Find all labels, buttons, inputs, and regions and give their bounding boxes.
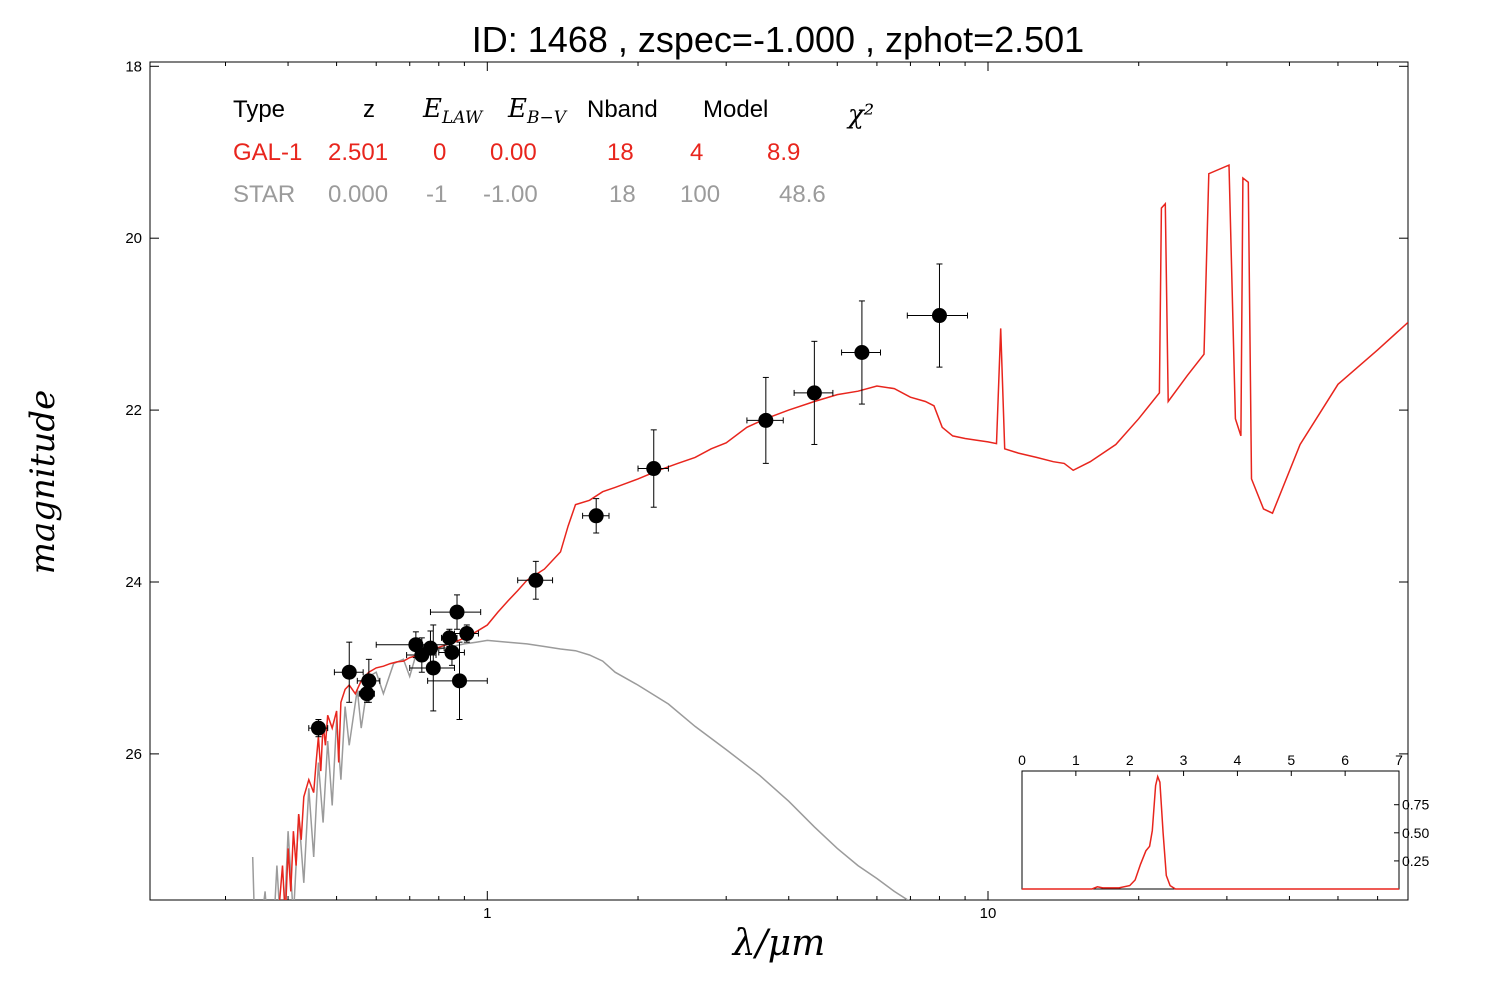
galaxy-model-series	[278, 163, 1408, 900]
table-cell: 100	[680, 181, 720, 208]
table-cell: 48.6	[779, 181, 826, 208]
inset-frame	[1021, 770, 1400, 890]
table-header-cell: ELAW	[422, 94, 484, 128]
observed-point	[454, 624, 479, 643]
observed-point	[438, 639, 465, 666]
y-tick-label: 18	[125, 58, 142, 75]
observed-point	[356, 658, 381, 703]
inset-x-tick-label: 5	[1287, 752, 1295, 768]
observed-marker	[341, 664, 357, 680]
table-cell: GAL-1	[233, 139, 302, 166]
y-axis-label: magnitude	[23, 390, 63, 575]
observed-point	[308, 719, 329, 738]
table-header-cell: χ²	[846, 100, 874, 130]
observed-point	[427, 641, 488, 721]
x-tick-label: 1	[483, 905, 491, 922]
inset-x-tick-label: 3	[1180, 752, 1188, 768]
observed-marker	[588, 508, 604, 524]
observed-marker	[806, 385, 822, 401]
observed-point	[637, 429, 669, 508]
x-ticks: 1 10	[224, 62, 1379, 922]
table-cell: 8.9	[767, 139, 800, 166]
x-axis-label: λ/μm	[731, 923, 825, 964]
observed-point	[841, 300, 882, 405]
observed-marker	[758, 412, 774, 428]
table-cell: 0.000	[328, 181, 388, 208]
inset-y-tick-label: 0.75	[1402, 797, 1429, 813]
observed-marker	[444, 644, 460, 660]
star-model-line	[251, 639, 910, 900]
table-cell: 0	[433, 139, 446, 166]
table-header-cell: z	[363, 96, 375, 123]
inset-x-tick-label: 6	[1341, 752, 1349, 768]
y-tick-label: 20	[125, 230, 142, 247]
observed-marker	[441, 630, 457, 646]
galaxy-model-line	[278, 163, 1408, 900]
observed-marker	[422, 640, 438, 656]
observed-marker	[425, 660, 441, 676]
info-table: Type z ELAW EB−V Nband Model χ² GAL-1 2.501 0 0.00…	[233, 94, 874, 208]
table-cell: 4	[690, 139, 703, 166]
chart-title: ID: 1468 , zspec=-1.000 , zphot=2.501	[472, 19, 1084, 60]
table-cell: 2.501	[328, 139, 388, 166]
observed-point	[358, 684, 375, 703]
inset-y-tick-label: 0.50	[1402, 825, 1429, 841]
inset-x-tick-label: 7	[1395, 752, 1403, 768]
observed-marker	[359, 686, 375, 702]
observed-point	[429, 594, 482, 630]
table-cell: 18	[609, 181, 636, 208]
inset-x-tick-label: 0	[1018, 752, 1026, 768]
inset-pdz-series	[1022, 774, 1399, 890]
table-cell: 18	[607, 139, 634, 166]
y-ticks: 18 20 22 24 26	[125, 58, 1408, 763]
observed-point	[333, 641, 364, 703]
observed-marker	[310, 720, 326, 736]
y-tick-label: 22	[125, 402, 142, 419]
inset-ticks: 0 1 2 3 4 5 6 7 0.25 0.50 0.75	[1018, 752, 1429, 869]
table-header-cell: Type	[233, 96, 285, 123]
table-cell: -1	[426, 181, 447, 208]
inset-pdz-line	[1022, 774, 1399, 890]
observed-marker	[931, 308, 947, 324]
observed-point	[746, 376, 784, 464]
x-tick-label: 10	[980, 905, 997, 922]
star-model-series	[251, 639, 910, 900]
observed-point	[906, 263, 968, 368]
observed-marker	[646, 461, 662, 477]
table-cell: STAR	[233, 181, 295, 208]
inset-x-tick-label: 4	[1234, 752, 1242, 768]
observed-point	[582, 498, 610, 534]
observed-marker	[528, 572, 544, 588]
inset-pdz-plot: 0 1 2 3 4 5 6 7 0.25 0.50 0.75	[1018, 752, 1429, 890]
observed-point	[517, 560, 554, 600]
observed-point	[440, 628, 458, 647]
observed-point	[793, 340, 834, 445]
table-row: STAR 0.000 -1 -1.00 18 100 48.6	[233, 181, 826, 208]
table-cell: 0.00	[490, 139, 537, 166]
observed-marker	[854, 345, 870, 361]
inset-y-tick-label: 0.25	[1402, 853, 1429, 869]
inset-x-tick-label: 2	[1126, 752, 1134, 768]
observed-series	[308, 263, 968, 738]
observed-marker	[459, 626, 475, 642]
table-row: GAL-1 2.501 0 0.00 18 4 8.9	[233, 139, 800, 166]
table-header-cell: Nband	[587, 96, 658, 123]
observed-point	[409, 624, 456, 712]
observed-marker	[449, 604, 465, 620]
table-cell: -1.00	[483, 181, 538, 208]
observed-marker	[361, 673, 377, 689]
y-tick-label: 26	[125, 746, 142, 763]
table-header-cell: Model	[703, 96, 768, 123]
inset-x-tick-label: 1	[1072, 752, 1080, 768]
plot-frame	[149, 61, 1409, 901]
table-header-cell: EB−V	[507, 94, 568, 128]
observed-marker	[452, 673, 468, 689]
y-tick-label: 24	[125, 574, 142, 591]
